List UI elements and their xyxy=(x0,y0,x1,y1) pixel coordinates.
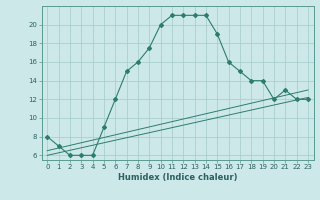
X-axis label: Humidex (Indice chaleur): Humidex (Indice chaleur) xyxy=(118,173,237,182)
